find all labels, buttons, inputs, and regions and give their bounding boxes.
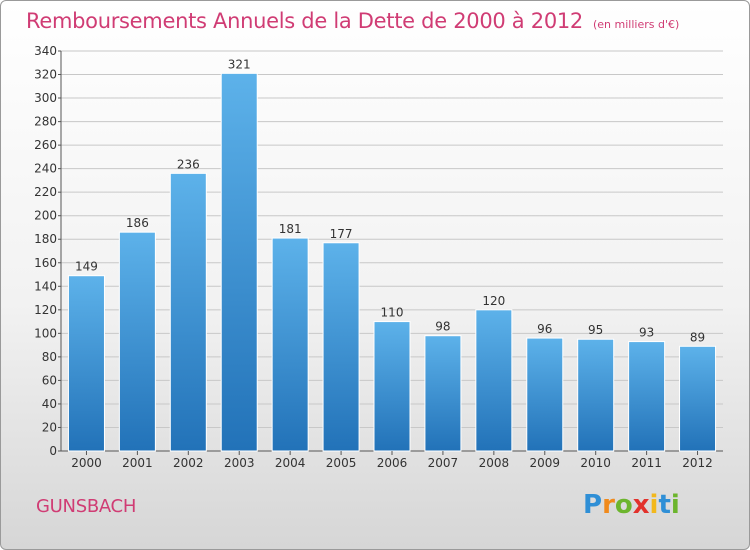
bar <box>220 72 258 452</box>
y-tick-label: 200 <box>34 209 57 223</box>
y-tick-label: 240 <box>34 162 57 176</box>
y-tick-label: 80 <box>42 350 57 364</box>
chart-title: Remboursements Annuels de la Dette de 20… <box>26 9 679 33</box>
y-tick-label: 260 <box>34 138 57 152</box>
logo-letter: r <box>602 490 615 520</box>
y-tick-label: 300 <box>34 91 57 105</box>
bar <box>322 242 360 452</box>
y-tick-label: 340 <box>34 44 57 58</box>
x-tick-label: 2001 <box>122 456 153 470</box>
bar-value-label: 236 <box>177 157 200 171</box>
bar-value-label: 177 <box>330 227 353 241</box>
x-tick-label: 2000 <box>71 456 102 470</box>
bar <box>271 237 309 452</box>
y-tick-label: 160 <box>34 256 57 270</box>
bar <box>526 337 564 452</box>
bar-value-label: 89 <box>690 330 705 344</box>
bar-value-label: 98 <box>435 320 450 334</box>
commune-name: GUNSBACH <box>36 496 137 517</box>
x-tick-label: 2005 <box>326 456 357 470</box>
y-tick-label: 20 <box>42 420 57 434</box>
chart-title-text: Remboursements Annuels de la Dette de 20… <box>26 9 583 33</box>
logo-letter: x <box>632 490 650 520</box>
bar-value-label: 181 <box>279 222 302 236</box>
bar-value-label: 149 <box>75 260 98 274</box>
bar-value-label: 96 <box>537 322 552 336</box>
x-tick-label: 2004 <box>275 456 306 470</box>
y-tick-label: 140 <box>34 279 57 293</box>
x-tick-label: 2008 <box>479 456 510 470</box>
logo-letter: t <box>658 490 671 520</box>
bar <box>679 345 717 452</box>
y-tick-label: 180 <box>34 232 57 246</box>
bar-value-label: 95 <box>588 323 603 337</box>
x-tick-label: 2002 <box>173 456 204 470</box>
logo-letter: i <box>670 490 680 520</box>
bar <box>67 275 105 452</box>
bar-value-label: 186 <box>126 216 149 230</box>
x-tick-label: 2012 <box>682 456 713 470</box>
logo-letter: i <box>649 490 659 520</box>
bar <box>373 321 411 452</box>
x-tick-label: 2007 <box>428 456 459 470</box>
bar-value-label: 321 <box>228 57 251 71</box>
x-tick-label: 2003 <box>224 456 255 470</box>
y-tick-label: 60 <box>42 373 57 387</box>
bar-value-label: 120 <box>482 294 505 308</box>
bar <box>577 338 615 452</box>
x-tick-label: 2009 <box>529 456 560 470</box>
logo-letter: P <box>583 490 603 520</box>
bar <box>628 341 666 452</box>
y-tick-label: 100 <box>34 326 57 340</box>
y-tick-label: 120 <box>34 303 57 317</box>
bar <box>475 309 513 452</box>
y-tick-label: 320 <box>34 68 57 82</box>
y-tick-label: 220 <box>34 185 57 199</box>
bar <box>169 172 207 452</box>
bar <box>424 335 462 452</box>
x-tick-label: 2006 <box>377 456 408 470</box>
chart-subtitle: (en milliers d'€) <box>593 18 680 31</box>
y-tick-label: 280 <box>34 115 57 129</box>
y-tick-label: 40 <box>42 397 57 411</box>
bar <box>118 231 156 452</box>
x-tick-label: 2010 <box>580 456 611 470</box>
proxiti-logo: Proxiti <box>583 490 680 520</box>
bar-value-label: 110 <box>381 306 404 320</box>
logo-letter: o <box>614 490 633 520</box>
y-tick-label: 0 <box>49 444 57 458</box>
bar-value-label: 93 <box>639 326 654 340</box>
x-tick-label: 2011 <box>631 456 662 470</box>
